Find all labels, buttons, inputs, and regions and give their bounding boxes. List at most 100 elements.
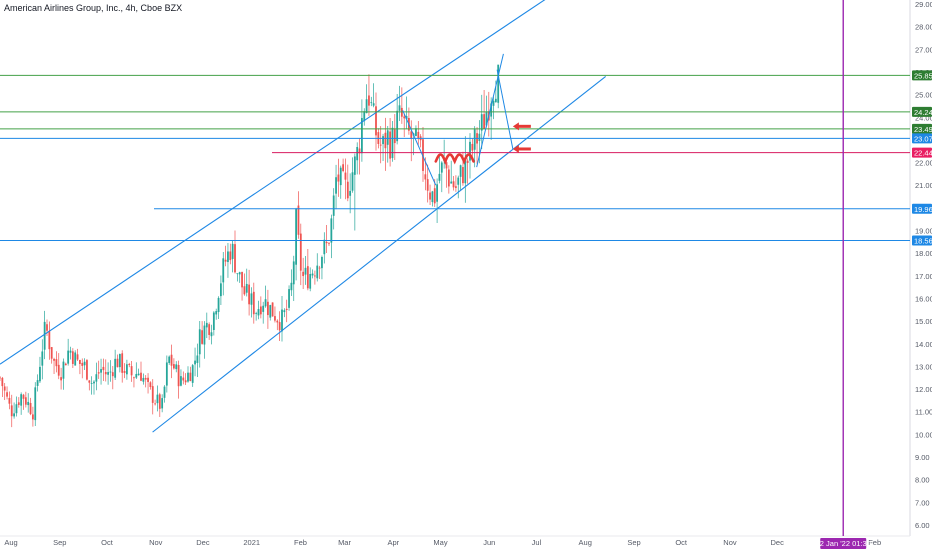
candle-body <box>10 405 13 417</box>
y-tick-label: 27.00 <box>915 45 932 54</box>
x-tick-label: Feb <box>868 538 881 547</box>
candle-body <box>372 103 375 106</box>
candle-body <box>130 366 133 376</box>
price-level-badge <box>912 123 932 134</box>
candle-body <box>478 133 481 142</box>
candle-body <box>473 129 476 150</box>
price-level-badge <box>912 133 932 144</box>
candle-body <box>276 320 279 323</box>
candle-body <box>330 218 333 243</box>
candle-body <box>255 313 258 315</box>
y-tick-label: 21.00 <box>915 181 932 190</box>
candle-body <box>104 371 107 375</box>
candle-body <box>462 167 464 184</box>
candle-body <box>445 162 448 169</box>
price-level-badge <box>912 235 932 246</box>
candle-body <box>109 371 112 373</box>
x-tick-label: Apr <box>387 538 399 547</box>
candle-body <box>281 309 283 332</box>
swing-line <box>402 110 437 186</box>
candle-body <box>234 244 236 273</box>
candle-body <box>379 144 382 146</box>
candle-body <box>353 156 356 175</box>
candle-body <box>290 282 293 291</box>
candle-body <box>227 251 229 263</box>
candle-body <box>483 114 485 130</box>
candle-body <box>69 350 72 353</box>
price-level-badge-label: 22.44 <box>914 149 932 158</box>
candle-body <box>292 261 295 285</box>
candle-body <box>415 128 417 136</box>
candle-body <box>438 173 441 181</box>
candle-body <box>269 305 272 318</box>
candle-body <box>67 350 70 364</box>
x-tick-label: Oct <box>675 538 688 547</box>
candle-body <box>469 141 471 161</box>
candle-body <box>252 291 255 315</box>
candle-body <box>455 186 457 188</box>
candle-body <box>182 377 185 381</box>
candle-body <box>241 271 243 288</box>
y-tick-label: 19.00 <box>915 227 932 236</box>
candle-body <box>433 188 436 204</box>
x-tick-label: Aug <box>4 538 17 547</box>
y-tick-label: 18.00 <box>915 249 932 258</box>
candle-body <box>90 383 93 384</box>
candle-body <box>447 169 450 187</box>
candle-body <box>177 364 180 387</box>
candle-body <box>490 103 493 117</box>
candle-body <box>464 157 467 184</box>
candle-body <box>398 105 401 111</box>
candle-body <box>41 351 44 366</box>
candle-body <box>64 363 67 366</box>
candle-body <box>356 146 359 161</box>
candle-body <box>27 401 30 406</box>
candle-body <box>452 181 455 188</box>
y-tick-label: 15.00 <box>915 317 932 326</box>
candle-body <box>314 275 316 277</box>
candle-body <box>191 365 194 383</box>
candle-body <box>175 364 178 370</box>
y-tick-label: 16.00 <box>915 294 932 303</box>
candle-body <box>278 322 281 331</box>
candle-body <box>36 380 39 386</box>
candle-body <box>100 369 102 373</box>
candle-body <box>173 364 175 369</box>
candle-body <box>135 373 138 378</box>
x-tick-label: Aug <box>579 538 592 547</box>
candle-body <box>3 386 6 391</box>
candle-body <box>151 386 154 403</box>
candle-body <box>88 380 91 383</box>
candle-body <box>363 111 366 122</box>
candle-body <box>431 191 434 203</box>
candle-body <box>0 377 1 379</box>
candle-body <box>457 177 460 185</box>
candle-body <box>497 64 500 103</box>
candle-body <box>6 392 8 397</box>
price-level-badge <box>912 147 932 158</box>
candle-body <box>93 381 95 384</box>
candle-body <box>205 322 208 328</box>
candle-body <box>24 397 27 405</box>
candle-body <box>311 273 314 276</box>
x-tick-label: Jun <box>483 538 495 547</box>
candle-body <box>55 359 58 367</box>
candle-body <box>238 272 241 275</box>
x-tick-label: Nov <box>723 538 737 547</box>
candle-body <box>389 131 391 159</box>
candle-body <box>274 316 276 321</box>
candle-body <box>158 394 161 409</box>
candle-body <box>163 386 166 398</box>
x-tick-label: Mar <box>338 538 351 547</box>
candle-body <box>60 377 62 381</box>
candle-body <box>285 308 288 310</box>
candle-body <box>13 413 15 417</box>
candle-body <box>111 372 114 377</box>
price-level-badge-label: 18.56 <box>914 236 932 245</box>
annotation-arrow-lower-head <box>512 144 519 153</box>
candle-body <box>494 98 497 103</box>
candle-body <box>203 325 206 345</box>
candle-body <box>74 352 77 366</box>
x-tick-label: Dec <box>196 538 210 547</box>
